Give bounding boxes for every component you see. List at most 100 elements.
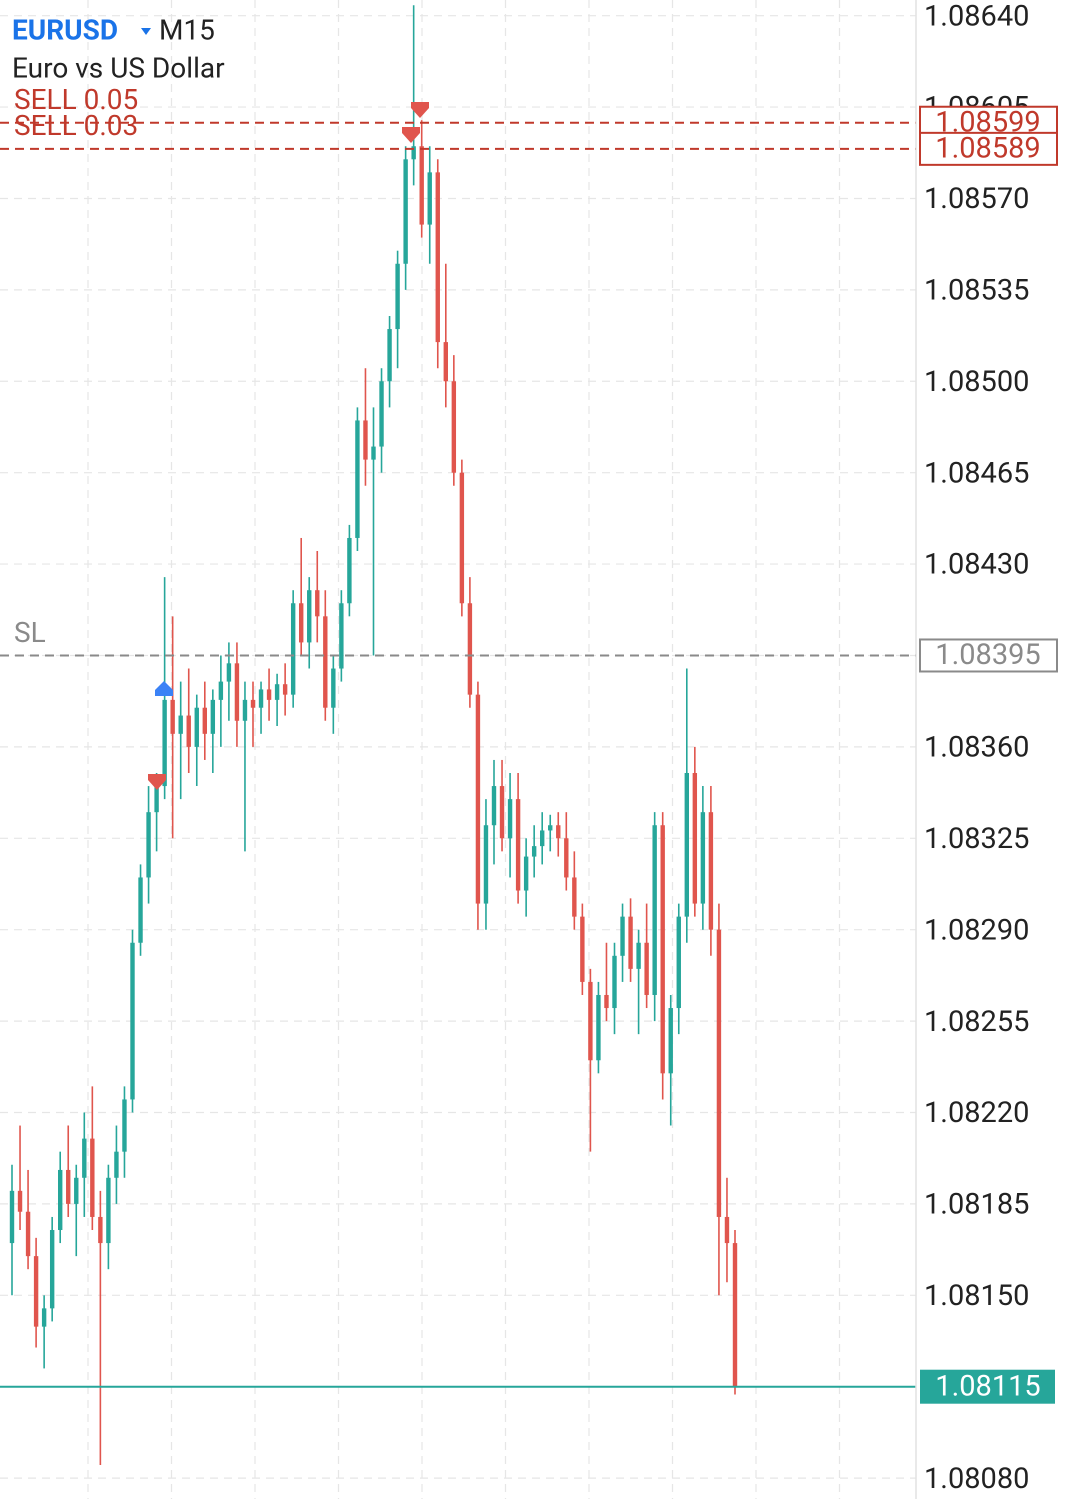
candle-body xyxy=(274,684,280,700)
candle-body xyxy=(676,916,681,1009)
candle-body xyxy=(483,825,489,904)
candle-body xyxy=(146,812,151,878)
candle-body xyxy=(732,1243,738,1387)
timeframe[interactable]: M15 xyxy=(159,13,215,46)
level-box xyxy=(919,131,1058,166)
candle-body xyxy=(459,472,465,604)
candle-body xyxy=(515,799,521,891)
candle-body xyxy=(387,329,392,382)
grid xyxy=(0,0,916,1499)
candle-body xyxy=(379,381,384,447)
candle-body xyxy=(491,786,497,826)
candle-body xyxy=(299,603,304,643)
y-tick-label: 1.08570 xyxy=(924,182,1029,216)
candle-body xyxy=(154,786,159,813)
candle-body xyxy=(138,877,143,943)
y-tick-label: 1.08290 xyxy=(924,913,1029,947)
candle-body xyxy=(636,942,641,969)
level-name: SELL 0.03 xyxy=(14,109,138,142)
candle-body xyxy=(186,715,191,747)
candle-body xyxy=(564,838,569,878)
candle-body xyxy=(266,689,272,700)
candle-body xyxy=(210,699,216,734)
candle-body xyxy=(540,830,545,847)
candle-body xyxy=(644,942,649,995)
candle-body xyxy=(596,994,601,1061)
candle-body xyxy=(290,603,296,695)
level-name: SL xyxy=(14,616,46,649)
candle-body xyxy=(411,146,416,160)
level-price: 1.08395 xyxy=(935,638,1040,672)
candle-body xyxy=(250,699,256,708)
candle-body xyxy=(427,172,432,225)
candle-body xyxy=(580,916,585,982)
y-tick-label: 1.08535 xyxy=(924,274,1029,308)
candle-body xyxy=(114,1151,119,1178)
candle-body xyxy=(363,420,368,460)
candle-body xyxy=(419,146,424,225)
candle-body xyxy=(162,699,167,787)
level-box xyxy=(919,638,1058,673)
candle-body xyxy=(323,616,328,708)
candle-body xyxy=(49,1230,55,1309)
candle-body xyxy=(612,955,617,1009)
y-tick-label: 1.08430 xyxy=(924,548,1029,582)
y-tick-label: 1.08150 xyxy=(924,1279,1029,1313)
candle-body xyxy=(443,342,448,382)
header: EURUSD M15 Euro vs US Dollar xyxy=(12,13,225,84)
candle-body xyxy=(708,812,714,930)
candle-body xyxy=(202,707,207,734)
y-tick-label: 1.08640 xyxy=(924,0,1029,33)
y-tick-label: 1.08325 xyxy=(924,822,1029,856)
candle-body xyxy=(475,694,481,904)
candle-body xyxy=(692,773,698,904)
candle-body xyxy=(122,1099,127,1152)
candle-body xyxy=(82,1138,87,1178)
y-tick-label: 1.08255 xyxy=(924,1005,1029,1039)
candle-body xyxy=(307,590,312,643)
buy-marker xyxy=(155,681,173,696)
candle-body xyxy=(242,699,248,721)
candle-body xyxy=(194,707,199,747)
candle-body xyxy=(588,981,593,1061)
candle-body xyxy=(604,994,609,1009)
candle-body xyxy=(25,1211,31,1257)
candle-body xyxy=(9,1190,15,1244)
candle-body xyxy=(218,681,224,700)
candle-body xyxy=(339,603,344,669)
candle-body xyxy=(170,699,175,734)
y-tick-label: 1.08465 xyxy=(924,456,1029,490)
y-tick-label: 1.08185 xyxy=(924,1188,1029,1222)
y-tick-label: 1.08080 xyxy=(924,1462,1029,1496)
candle-body xyxy=(628,916,633,969)
candle-body xyxy=(548,825,553,831)
candle-body xyxy=(620,916,625,956)
candle-body xyxy=(106,1177,111,1244)
candle-body xyxy=(130,942,135,1100)
sell-marker xyxy=(411,102,429,118)
symbol[interactable]: EURUSD xyxy=(12,13,118,46)
candle-body xyxy=(700,812,706,904)
candle-body xyxy=(58,1169,63,1231)
candle-body xyxy=(395,263,400,330)
candle-body xyxy=(90,1138,95,1217)
candle-body xyxy=(684,773,689,917)
candle-body xyxy=(17,1190,23,1212)
dropdown-icon[interactable] xyxy=(141,28,151,35)
candle-body xyxy=(652,825,657,995)
candle-body xyxy=(531,846,537,857)
candle-body xyxy=(403,159,408,264)
bid-box xyxy=(920,1369,1055,1404)
level-name: SELL 0.05 xyxy=(14,83,138,116)
candle-body xyxy=(258,689,264,708)
candle-body xyxy=(499,786,505,839)
candle-body xyxy=(523,856,529,891)
sell-marker xyxy=(148,774,166,790)
candle-body xyxy=(435,172,440,343)
candle-body xyxy=(724,1216,730,1244)
candles xyxy=(9,5,738,1466)
